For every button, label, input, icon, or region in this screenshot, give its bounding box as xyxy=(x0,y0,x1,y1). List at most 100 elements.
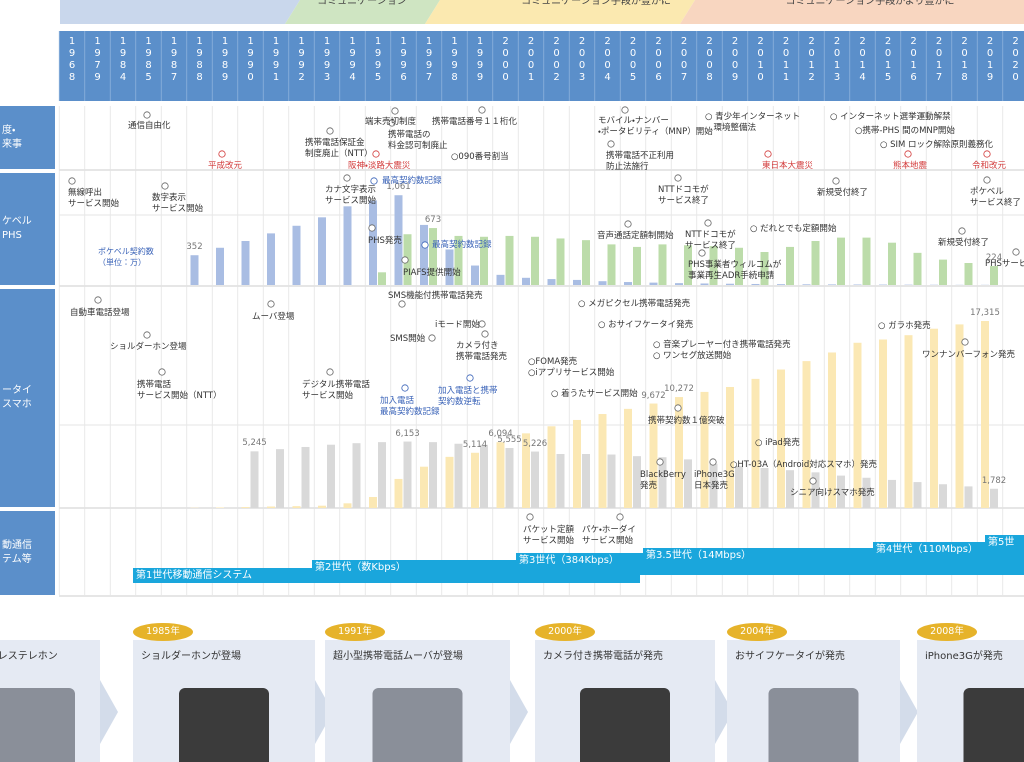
bar xyxy=(547,279,556,285)
bar xyxy=(658,457,667,508)
bar xyxy=(573,279,581,285)
event-label: ○ 着うたサービス開始 xyxy=(551,389,638,399)
event-dot xyxy=(764,150,772,158)
event-dot xyxy=(267,300,275,308)
bar xyxy=(777,284,785,285)
row-label-box xyxy=(0,173,55,285)
bar xyxy=(343,206,352,285)
event-label: 新規受付終了 xyxy=(817,188,869,198)
event-dot xyxy=(958,227,966,235)
event-label: ○ だれとでも定額開始 xyxy=(750,224,837,234)
year-label: 2013 xyxy=(831,36,843,84)
bar xyxy=(267,233,275,285)
value-label: 6,153 xyxy=(395,428,420,439)
event-dot xyxy=(1012,248,1020,256)
year-badge xyxy=(727,623,787,641)
bar xyxy=(471,452,479,508)
bar xyxy=(675,283,683,285)
chart-annotation: ポケベル契約数 （単位：万） xyxy=(98,247,154,267)
bar xyxy=(837,237,845,285)
event-label: ○ SIM ロック解除原則義務化 xyxy=(880,140,994,150)
card-year: 2004年 xyxy=(740,626,774,637)
bar xyxy=(751,283,760,285)
phase-band xyxy=(680,0,1024,24)
year-label: 2020 xyxy=(1010,36,1021,84)
bar xyxy=(522,433,530,508)
event-note: 令和改元 xyxy=(972,161,1007,171)
year-badge xyxy=(535,623,595,641)
event-dot xyxy=(388,119,396,127)
year-label: 1989 xyxy=(219,36,231,84)
bar xyxy=(684,245,692,285)
bar xyxy=(735,247,743,285)
event-note: 加入電話と携帯 契約数逆転 xyxy=(438,386,498,407)
generation-label: 第1世代移動通信システム xyxy=(136,570,253,581)
event-label: NTTドコモが サービス終了 xyxy=(658,185,710,206)
bar xyxy=(684,459,692,508)
event-label: PIAFS提供開始 xyxy=(403,268,461,278)
bar xyxy=(990,488,998,508)
bar xyxy=(556,238,565,285)
value-label: 5,226 xyxy=(522,438,548,449)
bar xyxy=(216,507,224,508)
bar xyxy=(802,284,811,285)
event-dot xyxy=(370,177,378,185)
bar xyxy=(633,246,641,285)
bar xyxy=(990,266,998,285)
bar xyxy=(879,339,887,508)
bar xyxy=(445,249,454,285)
bar xyxy=(505,448,514,508)
bar xyxy=(531,236,539,285)
bar xyxy=(598,414,607,508)
value-label: 9,672 xyxy=(641,390,666,401)
bar xyxy=(913,482,922,508)
event-dot xyxy=(421,241,429,249)
bar xyxy=(828,284,836,285)
phase-label: コミュニケーション xyxy=(317,0,407,7)
value-label: 224 xyxy=(985,253,1003,264)
event-dot xyxy=(983,150,991,158)
event-label: モバイル・ナンバー ・ポータビリティ（MNP）開始 xyxy=(598,116,713,137)
card-title: 超小型携帯電話ムーバが登場 xyxy=(333,651,463,662)
card-image xyxy=(0,688,75,762)
event-dot xyxy=(698,249,706,257)
event-label: 携帯電話保証金 制度廃止（NTT） xyxy=(305,138,373,159)
year-label: 2005 xyxy=(627,36,639,84)
generation-label: 第2世代（数Kbps） xyxy=(315,562,406,573)
card-title: カメラ付き携帯電話が発売 xyxy=(543,651,663,662)
bar xyxy=(939,259,947,285)
bar xyxy=(904,335,913,508)
bar xyxy=(624,282,632,285)
event-label: ○090番号割当 xyxy=(451,152,509,162)
bar xyxy=(853,342,862,508)
event-dot xyxy=(832,177,840,185)
event-dot xyxy=(401,384,409,392)
bar xyxy=(454,235,463,285)
event-dot xyxy=(94,296,102,304)
event-dot xyxy=(368,224,376,232)
bar xyxy=(955,324,964,508)
event-label: パケット定額 サービス開始 xyxy=(523,525,575,546)
bar xyxy=(598,281,607,285)
bar xyxy=(811,472,820,508)
event-dot xyxy=(983,176,991,184)
bar xyxy=(471,265,479,285)
event-label: カナ文字表示 サービス開始 xyxy=(325,185,377,206)
event-label: iモード開始 xyxy=(435,320,480,330)
card-title: おサイフケータイが発売 xyxy=(735,651,845,662)
event-dot xyxy=(161,182,169,190)
event-label: 新規受付終了 xyxy=(938,238,990,248)
year-label: 2012 xyxy=(806,36,817,84)
generation-label: 第3世代（384Kbps） xyxy=(519,555,619,566)
year-label: 1991 xyxy=(270,36,282,84)
bar xyxy=(216,247,224,285)
year-badge xyxy=(133,623,193,641)
event-dot xyxy=(674,174,682,182)
year-label: 1968 xyxy=(66,36,78,84)
event-label: ワンナンバーフォン発売 xyxy=(922,350,1015,360)
year-label: 1990 xyxy=(245,36,256,84)
year-badge xyxy=(917,623,977,641)
bar xyxy=(582,240,590,285)
generation-label: 第4世代（110Mbps） xyxy=(876,544,978,555)
card-arrow xyxy=(100,680,118,744)
